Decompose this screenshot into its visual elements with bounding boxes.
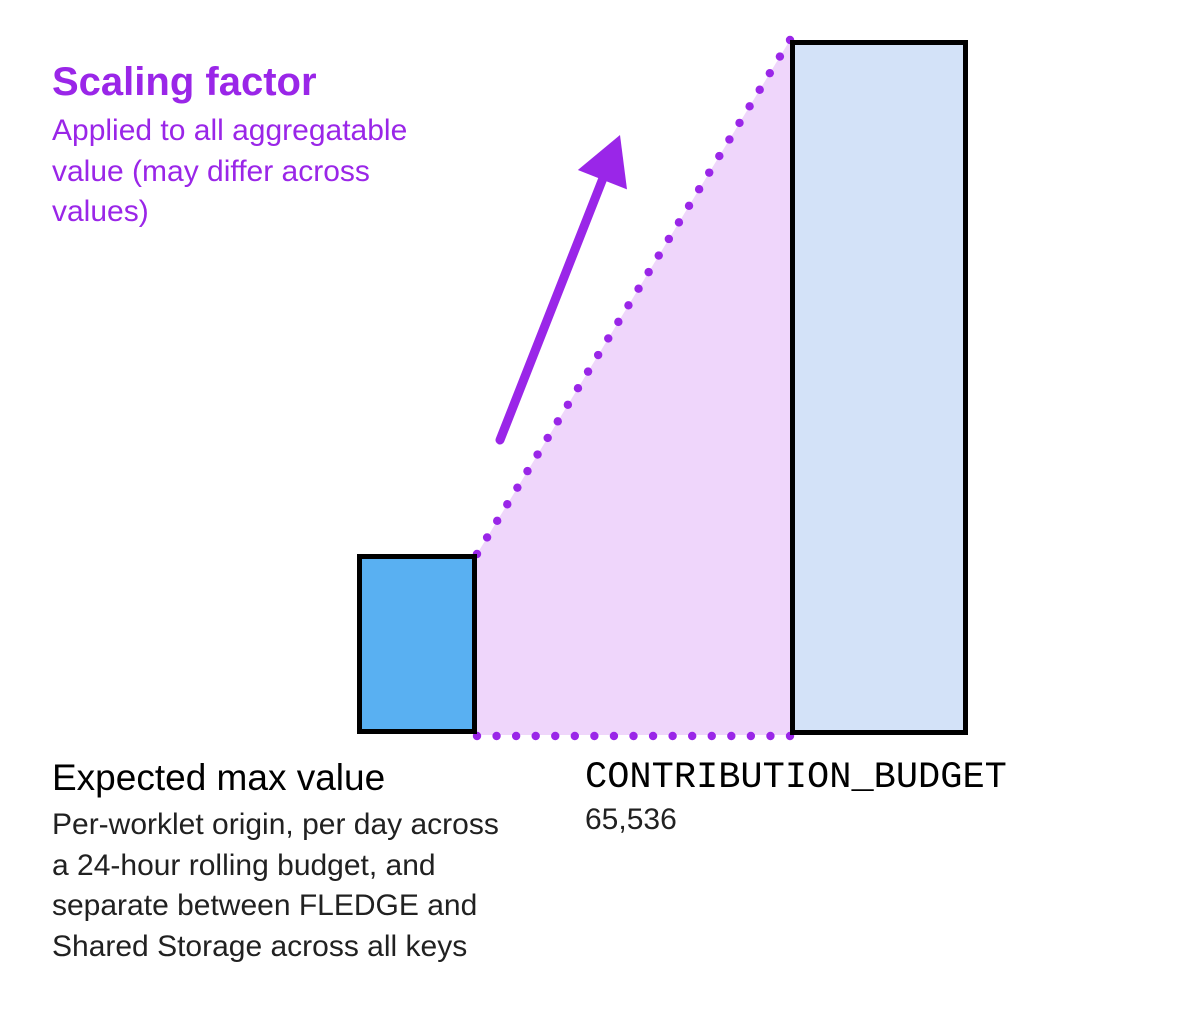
contribution-budget-title: CONTRIBUTION_BUDGET	[585, 757, 1200, 799]
expected-max-subtitle: Per-worklet origin, per day across a 24-…	[52, 805, 502, 967]
expected-max-annotation: Expected max value Per-worklet origin, p…	[52, 757, 502, 967]
diagram-canvas: Scaling factor Applied to all aggregatab…	[0, 0, 1200, 1022]
expected-max-title: Expected max value	[52, 757, 502, 799]
scaling-factor-title: Scaling factor	[52, 60, 452, 105]
large-bar-contribution-budget	[790, 40, 968, 735]
scaling-factor-subtitle: Applied to all aggregatable value (may d…	[52, 111, 452, 233]
small-bar-expected-max	[357, 554, 477, 734]
contribution-budget-value: 65,536	[585, 803, 1200, 837]
scaling-factor-annotation: Scaling factor Applied to all aggregatab…	[52, 60, 452, 233]
contribution-budget-annotation: CONTRIBUTION_BUDGET 65,536	[585, 757, 1200, 837]
